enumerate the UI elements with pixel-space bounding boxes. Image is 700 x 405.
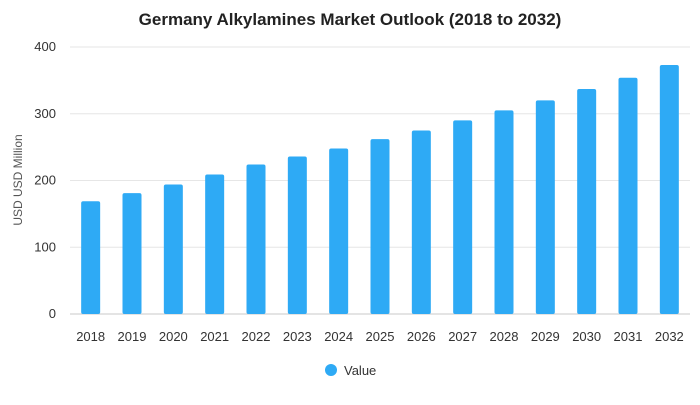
bar-2030 bbox=[577, 89, 597, 315]
x-tick-label: 2019 bbox=[118, 329, 147, 344]
x-tick-label: 2025 bbox=[366, 329, 395, 344]
x-axis: 2018 2019 2020 2021 2022 2023 2024 2025 2026 2027… bbox=[76, 329, 684, 344]
x-tick-label: 2031 bbox=[614, 329, 643, 344]
x-tick-label: 2027 bbox=[448, 329, 477, 344]
y-tick-label: 100 bbox=[34, 239, 56, 254]
x-tick-label: 2023 bbox=[283, 329, 312, 344]
y-axis: 0 100 200 300 400 bbox=[34, 39, 56, 321]
y-tick-label: 0 bbox=[49, 306, 56, 321]
bar-2027 bbox=[453, 120, 473, 314]
y-tick-label: 400 bbox=[34, 39, 56, 54]
x-tick-label: 2022 bbox=[242, 329, 271, 344]
x-tick-label: 2029 bbox=[531, 329, 560, 344]
x-tick-label: 2030 bbox=[572, 329, 601, 344]
x-tick-label: 2026 bbox=[407, 329, 436, 344]
y-tick-label: 300 bbox=[34, 106, 56, 121]
x-tick-label: 2028 bbox=[490, 329, 519, 344]
bar-2025 bbox=[370, 139, 390, 314]
y-tick-label: 200 bbox=[34, 173, 56, 188]
bar-2021 bbox=[205, 174, 225, 314]
bar-2026 bbox=[411, 130, 431, 314]
x-tick-label: 2024 bbox=[324, 329, 353, 344]
bar-2022 bbox=[246, 164, 266, 314]
bar-2029 bbox=[535, 100, 555, 315]
bar-2024 bbox=[329, 148, 349, 314]
bars bbox=[81, 65, 679, 315]
bar-2023 bbox=[287, 156, 307, 314]
y-axis-label: USD USD Million bbox=[11, 134, 25, 225]
x-tick-label: 2020 bbox=[159, 329, 188, 344]
bar-2028 bbox=[494, 110, 514, 314]
bar-2020 bbox=[163, 184, 183, 314]
bar-2018 bbox=[81, 201, 101, 314]
x-tick-label: 2032 bbox=[655, 329, 684, 344]
x-tick-label: 2021 bbox=[200, 329, 229, 344]
legend-label: Value bbox=[344, 363, 376, 378]
bar-2019 bbox=[122, 193, 142, 314]
x-tick-label: 2018 bbox=[76, 329, 105, 344]
legend: Value bbox=[325, 363, 376, 378]
bar-2032 bbox=[659, 65, 679, 315]
legend-marker bbox=[325, 364, 337, 376]
chart-title: Germany Alkylamines Market Outlook (2018… bbox=[139, 10, 562, 29]
bar-2031 bbox=[618, 77, 638, 314]
